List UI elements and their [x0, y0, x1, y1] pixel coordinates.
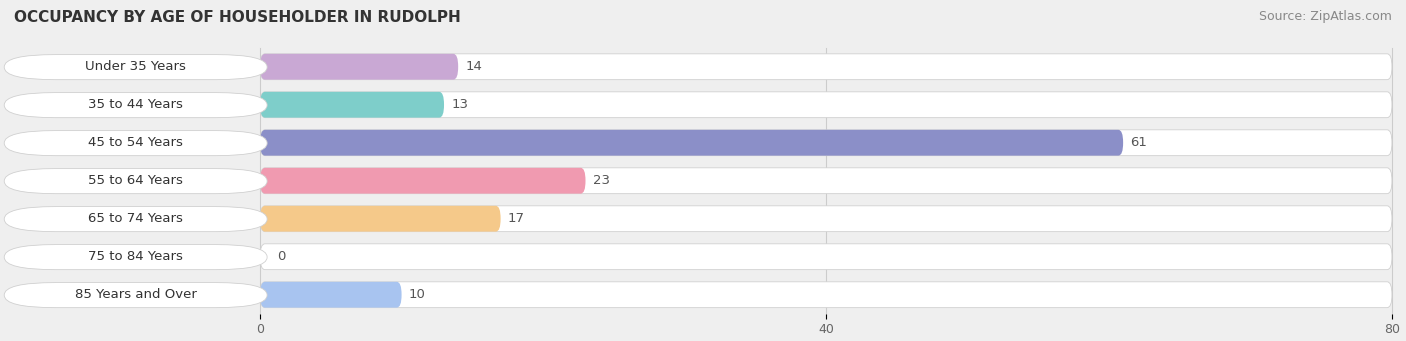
Text: 10: 10	[409, 288, 426, 301]
FancyBboxPatch shape	[260, 168, 585, 194]
FancyBboxPatch shape	[260, 130, 1123, 155]
FancyBboxPatch shape	[260, 244, 1392, 270]
FancyBboxPatch shape	[260, 168, 1392, 194]
FancyBboxPatch shape	[260, 282, 1392, 308]
Text: Under 35 Years: Under 35 Years	[86, 60, 186, 73]
Text: 45 to 54 Years: 45 to 54 Years	[89, 136, 183, 149]
FancyBboxPatch shape	[260, 92, 1392, 118]
Text: 14: 14	[465, 60, 482, 73]
Text: OCCUPANCY BY AGE OF HOUSEHOLDER IN RUDOLPH: OCCUPANCY BY AGE OF HOUSEHOLDER IN RUDOL…	[14, 10, 461, 25]
FancyBboxPatch shape	[260, 92, 444, 118]
Text: 61: 61	[1130, 136, 1147, 149]
FancyBboxPatch shape	[260, 54, 1392, 80]
FancyBboxPatch shape	[260, 54, 458, 80]
Text: 23: 23	[592, 174, 610, 187]
Text: 75 to 84 Years: 75 to 84 Years	[89, 250, 183, 263]
FancyBboxPatch shape	[260, 282, 402, 308]
Text: 65 to 74 Years: 65 to 74 Years	[89, 212, 183, 225]
FancyBboxPatch shape	[260, 130, 1392, 155]
Text: 85 Years and Over: 85 Years and Over	[75, 288, 197, 301]
Text: 35 to 44 Years: 35 to 44 Years	[89, 98, 183, 111]
Text: 17: 17	[508, 212, 524, 225]
Text: Source: ZipAtlas.com: Source: ZipAtlas.com	[1258, 10, 1392, 23]
FancyBboxPatch shape	[260, 206, 501, 232]
Text: 0: 0	[277, 250, 285, 263]
Text: 13: 13	[451, 98, 468, 111]
FancyBboxPatch shape	[260, 206, 1392, 232]
Text: 55 to 64 Years: 55 to 64 Years	[89, 174, 183, 187]
